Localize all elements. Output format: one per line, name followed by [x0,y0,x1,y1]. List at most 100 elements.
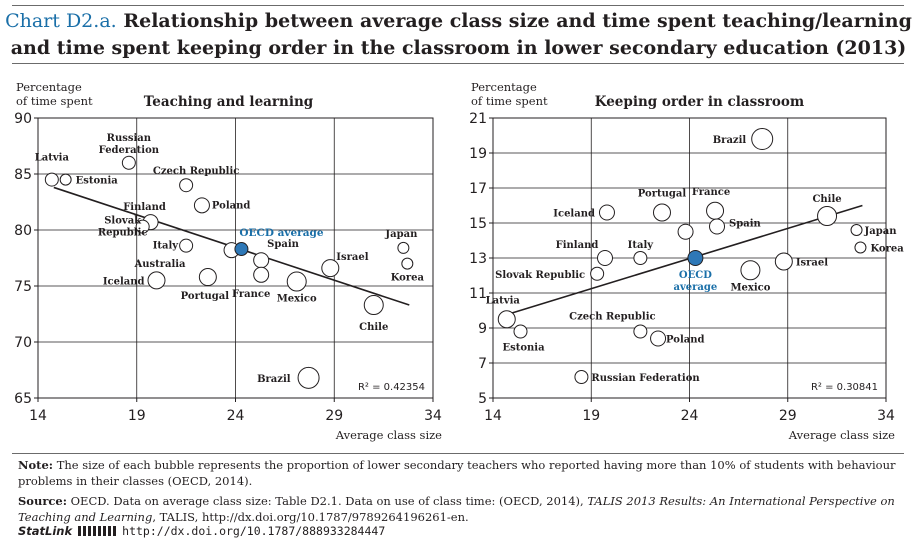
point-label-finland: Finland [123,202,166,213]
y-axis-label: Percentage [471,80,537,94]
y-tick-label: 70 [14,335,32,351]
bubble-poland [650,330,667,347]
statlink-icon [78,526,117,536]
point-label-russian-federation: Russian Federation [591,373,700,384]
bubble-latvia [44,172,59,187]
panel-title: Keeping order in classroom [595,94,804,110]
point-label-spain: Spain [267,239,299,250]
x-tick-label: 14 [29,408,47,424]
bubble-slovak-republic [135,219,150,234]
bubble-japan [850,224,863,236]
bubble-portugal [198,268,217,287]
point-label-chile: Chile [359,322,388,333]
point-label-spain: Spain [729,219,761,230]
x-tick-label: 24 [681,408,699,424]
r-squared-label: R² = 0.42354 [358,382,425,393]
trend-line [508,204,863,315]
bubble-estonia [513,324,528,339]
y-tick-label: 9 [478,321,487,337]
panel-title: Teaching and learning [144,94,314,110]
statlink-url[interactable]: http://dx.doi.org/10.1787/888933284447 [122,524,386,538]
y-tick-label: 15 [469,216,487,232]
y-axis-label: Percentage [16,80,82,94]
point-label-mexico: Mexico [277,294,317,305]
note-text: The size of each bubble represents the p… [18,458,896,488]
bubble-brazil [297,366,320,389]
point-label-finland: Finland [556,240,599,251]
y-tick-label: 5 [478,391,487,407]
point-label-iceland: Iceland [553,209,595,220]
bubble-czech-republic [633,324,648,339]
point-label-russian-federation: Russian [107,133,152,144]
point-label-slovak-republic: Slovak [104,216,142,227]
bubble-spain [709,218,726,235]
point-label-poland: Poland [212,200,250,211]
point-label-latvia: Latvia [486,295,521,306]
point-label-portugal: Portugal [181,291,230,302]
bubble-russian-federation [574,370,589,384]
source-label: Source: [18,494,67,508]
note-paragraph: Note: The size of each bubble represents… [18,457,903,489]
y-tick-label: 90 [14,111,32,127]
point-label-russian-federation: Federation [99,145,160,156]
source-text-end: , TALIS, http://dx.doi.org/10.1787/97892… [152,510,469,524]
point-label-israel: Israel [336,252,368,263]
bubble-slovak-republic [590,266,605,281]
point-label-brazil: Brazil [713,135,747,146]
point-label-korea: Korea [391,273,425,284]
y-axis-label: of time spent [471,94,548,108]
chart-title-text: Relationship between average class size … [10,10,912,59]
bubble-australia [677,223,694,240]
source-publication: TALIS 2013 Results: An International Per… [18,494,895,524]
y-tick-label: 13 [469,251,487,267]
point-label-italy: Italy [628,240,655,251]
oecd-average-label: average [674,282,718,293]
point-label-korea: Korea [870,244,904,255]
chart-title: Chart D2.a. Relationship between average… [0,8,917,62]
bubble-oecd-average [687,250,704,266]
point-label-estonia: Estonia [502,343,545,354]
y-axis-label: of time spent [16,94,93,108]
point-label-iceland: Iceland [103,276,145,287]
y-tick-label: 85 [14,167,32,183]
point-label-slovak-republic: Slovak Republic [495,270,585,281]
bubble-france [706,201,725,220]
bubble-finland [597,250,614,266]
bubble-japan [397,241,410,254]
source-text: OECD. Data on average class size: Table … [70,494,584,508]
x-tick-label: 29 [779,408,797,424]
bubble-chile [363,295,384,316]
point-label-estonia: Estonia [76,176,119,187]
point-label-france: France [232,289,270,300]
point-label-israel: Israel [796,258,828,269]
point-label-czech-republic: Czech Republic [153,166,239,177]
bubble-oecd-average [234,242,249,257]
bubble-israel [321,259,340,278]
statlink: StatLink http://dx.doi.org/10.1787/888933… [18,524,385,538]
statlink-label: StatLink [18,524,73,538]
bubble-france [253,266,270,283]
x-tick-label: 24 [227,408,245,424]
y-tick-label: 21 [469,111,487,127]
bubble-chile [817,206,838,226]
bubble-czech-republic [179,178,194,193]
y-tick-label: 7 [478,356,487,372]
title-rule [12,63,904,64]
bubble-estonia [59,173,72,186]
oecd-average-label: OECD average [239,227,324,239]
y-tick-label: 17 [469,181,487,197]
x-axis-label: Average class size [788,428,895,442]
notes-rule [12,453,904,454]
note-label: Note: [18,458,54,472]
point-label-italy: Italy [153,241,180,252]
y-tick-label: 11 [469,286,487,302]
point-label-poland: Poland [666,335,704,346]
top-rule [12,5,904,6]
point-label-brazil: Brazil [257,374,291,385]
notes-block: Note: The size of each bubble represents… [18,457,903,525]
x-tick-label: 34 [877,408,895,424]
point-label-japan: Japan [384,229,418,240]
bubble-russian-federation [121,155,136,170]
